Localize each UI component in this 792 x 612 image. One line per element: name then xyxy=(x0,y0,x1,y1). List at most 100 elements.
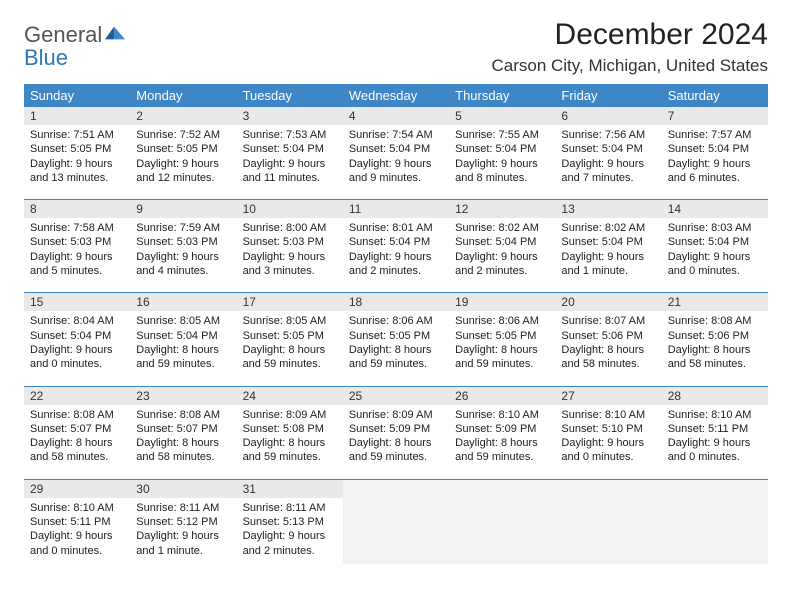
daylight-text: Daylight: 9 hours and 13 minutes. xyxy=(30,157,124,186)
sunrise-text: Sunrise: 8:04 AM xyxy=(30,314,124,328)
sunset-text: Sunset: 5:05 PM xyxy=(349,329,443,343)
daylight-text: Daylight: 9 hours and 8 minutes. xyxy=(455,157,549,186)
day-cell: 28Sunrise: 8:10 AMSunset: 5:11 PMDayligh… xyxy=(662,387,768,471)
daylight-text: Daylight: 8 hours and 58 minutes. xyxy=(561,343,655,372)
sunrise-text: Sunrise: 7:57 AM xyxy=(668,128,762,142)
daylight-text: Daylight: 8 hours and 58 minutes. xyxy=(668,343,762,372)
sunrise-text: Sunrise: 8:10 AM xyxy=(668,408,762,422)
sunset-text: Sunset: 5:04 PM xyxy=(349,235,443,249)
sunrise-text: Sunrise: 8:08 AM xyxy=(136,408,230,422)
day-body: Sunrise: 7:51 AMSunset: 5:05 PMDaylight:… xyxy=(24,125,130,191)
sunset-text: Sunset: 5:08 PM xyxy=(243,422,337,436)
day-body: Sunrise: 8:06 AMSunset: 5:05 PMDaylight:… xyxy=(343,311,449,377)
day-number: 25 xyxy=(343,387,449,405)
week-separator xyxy=(24,284,768,292)
day-cell-empty xyxy=(343,480,449,564)
sunset-text: Sunset: 5:07 PM xyxy=(136,422,230,436)
sunrise-text: Sunrise: 8:09 AM xyxy=(349,408,443,422)
day-number: 29 xyxy=(24,480,130,498)
weekday-header: Thursday xyxy=(449,88,555,103)
day-cell: 30Sunrise: 8:11 AMSunset: 5:12 PMDayligh… xyxy=(130,480,236,564)
sunrise-text: Sunrise: 8:02 AM xyxy=(561,221,655,235)
day-number: 6 xyxy=(555,107,661,125)
day-cell: 31Sunrise: 8:11 AMSunset: 5:13 PMDayligh… xyxy=(237,480,343,564)
day-number: 18 xyxy=(343,293,449,311)
day-number: 24 xyxy=(237,387,343,405)
sunrise-text: Sunrise: 8:05 AM xyxy=(243,314,337,328)
daylight-text: Daylight: 9 hours and 0 minutes. xyxy=(561,436,655,465)
week-row: 29Sunrise: 8:10 AMSunset: 5:11 PMDayligh… xyxy=(24,479,768,564)
sunset-text: Sunset: 5:13 PM xyxy=(243,515,337,529)
daylight-text: Daylight: 9 hours and 9 minutes. xyxy=(349,157,443,186)
day-body: Sunrise: 7:58 AMSunset: 5:03 PMDaylight:… xyxy=(24,218,130,284)
day-number: 14 xyxy=(662,200,768,218)
day-number: 7 xyxy=(662,107,768,125)
day-cell: 22Sunrise: 8:08 AMSunset: 5:07 PMDayligh… xyxy=(24,387,130,471)
sunset-text: Sunset: 5:03 PM xyxy=(136,235,230,249)
day-number xyxy=(343,480,449,498)
daylight-text: Daylight: 8 hours and 59 minutes. xyxy=(455,343,549,372)
day-cell: 15Sunrise: 8:04 AMSunset: 5:04 PMDayligh… xyxy=(24,293,130,377)
day-cell-empty xyxy=(449,480,555,564)
day-body: Sunrise: 8:05 AMSunset: 5:05 PMDaylight:… xyxy=(237,311,343,377)
day-body: Sunrise: 7:55 AMSunset: 5:04 PMDaylight:… xyxy=(449,125,555,191)
sunset-text: Sunset: 5:07 PM xyxy=(30,422,124,436)
daylight-text: Daylight: 8 hours and 59 minutes. xyxy=(243,436,337,465)
sunrise-text: Sunrise: 8:10 AM xyxy=(455,408,549,422)
sunrise-text: Sunrise: 8:06 AM xyxy=(349,314,443,328)
day-number: 5 xyxy=(449,107,555,125)
day-body: Sunrise: 8:07 AMSunset: 5:06 PMDaylight:… xyxy=(555,311,661,377)
sunset-text: Sunset: 5:05 PM xyxy=(30,142,124,156)
day-cell: 18Sunrise: 8:06 AMSunset: 5:05 PMDayligh… xyxy=(343,293,449,377)
day-body xyxy=(555,498,661,564)
sunrise-text: Sunrise: 7:53 AM xyxy=(243,128,337,142)
logo-line1: General xyxy=(24,22,102,47)
day-cell: 10Sunrise: 8:00 AMSunset: 5:03 PMDayligh… xyxy=(237,200,343,284)
sunrise-text: Sunrise: 8:09 AM xyxy=(243,408,337,422)
day-number: 4 xyxy=(343,107,449,125)
day-number: 13 xyxy=(555,200,661,218)
daylight-text: Daylight: 9 hours and 4 minutes. xyxy=(136,250,230,279)
weekday-header: Tuesday xyxy=(237,88,343,103)
day-number: 17 xyxy=(237,293,343,311)
weekday-header-row: SundayMondayTuesdayWednesdayThursdayFrid… xyxy=(24,84,768,106)
logo-mark-icon xyxy=(104,24,126,42)
sunrise-text: Sunrise: 7:52 AM xyxy=(136,128,230,142)
sunset-text: Sunset: 5:04 PM xyxy=(349,142,443,156)
daylight-text: Daylight: 9 hours and 0 minutes. xyxy=(668,250,762,279)
day-number: 21 xyxy=(662,293,768,311)
day-cell: 11Sunrise: 8:01 AMSunset: 5:04 PMDayligh… xyxy=(343,200,449,284)
sunset-text: Sunset: 5:04 PM xyxy=(243,142,337,156)
day-cell: 21Sunrise: 8:08 AMSunset: 5:06 PMDayligh… xyxy=(662,293,768,377)
logo-line2: Blue xyxy=(24,45,68,70)
day-number: 3 xyxy=(237,107,343,125)
week-row: 15Sunrise: 8:04 AMSunset: 5:04 PMDayligh… xyxy=(24,292,768,377)
day-cell: 29Sunrise: 8:10 AMSunset: 5:11 PMDayligh… xyxy=(24,480,130,564)
sunrise-text: Sunrise: 8:00 AM xyxy=(243,221,337,235)
sunset-text: Sunset: 5:03 PM xyxy=(30,235,124,249)
day-body: Sunrise: 7:54 AMSunset: 5:04 PMDaylight:… xyxy=(343,125,449,191)
day-number: 16 xyxy=(130,293,236,311)
day-number: 2 xyxy=(130,107,236,125)
sunrise-text: Sunrise: 8:11 AM xyxy=(136,501,230,515)
day-body: Sunrise: 8:03 AMSunset: 5:04 PMDaylight:… xyxy=(662,218,768,284)
day-number: 12 xyxy=(449,200,555,218)
sunset-text: Sunset: 5:04 PM xyxy=(136,329,230,343)
sunset-text: Sunset: 5:05 PM xyxy=(136,142,230,156)
daylight-text: Daylight: 8 hours and 59 minutes. xyxy=(349,343,443,372)
day-cell: 26Sunrise: 8:10 AMSunset: 5:09 PMDayligh… xyxy=(449,387,555,471)
day-number: 31 xyxy=(237,480,343,498)
day-cell: 4Sunrise: 7:54 AMSunset: 5:04 PMDaylight… xyxy=(343,107,449,191)
sunrise-text: Sunrise: 8:01 AM xyxy=(349,221,443,235)
day-cell: 13Sunrise: 8:02 AMSunset: 5:04 PMDayligh… xyxy=(555,200,661,284)
sunrise-text: Sunrise: 8:05 AM xyxy=(136,314,230,328)
day-number: 20 xyxy=(555,293,661,311)
calendar: SundayMondayTuesdayWednesdayThursdayFrid… xyxy=(24,84,768,564)
day-cell: 23Sunrise: 8:08 AMSunset: 5:07 PMDayligh… xyxy=(130,387,236,471)
sunset-text: Sunset: 5:09 PM xyxy=(455,422,549,436)
day-cell: 14Sunrise: 8:03 AMSunset: 5:04 PMDayligh… xyxy=(662,200,768,284)
day-body: Sunrise: 8:08 AMSunset: 5:07 PMDaylight:… xyxy=(130,405,236,471)
day-body: Sunrise: 7:56 AMSunset: 5:04 PMDaylight:… xyxy=(555,125,661,191)
daylight-text: Daylight: 9 hours and 11 minutes. xyxy=(243,157,337,186)
day-body: Sunrise: 8:09 AMSunset: 5:08 PMDaylight:… xyxy=(237,405,343,471)
